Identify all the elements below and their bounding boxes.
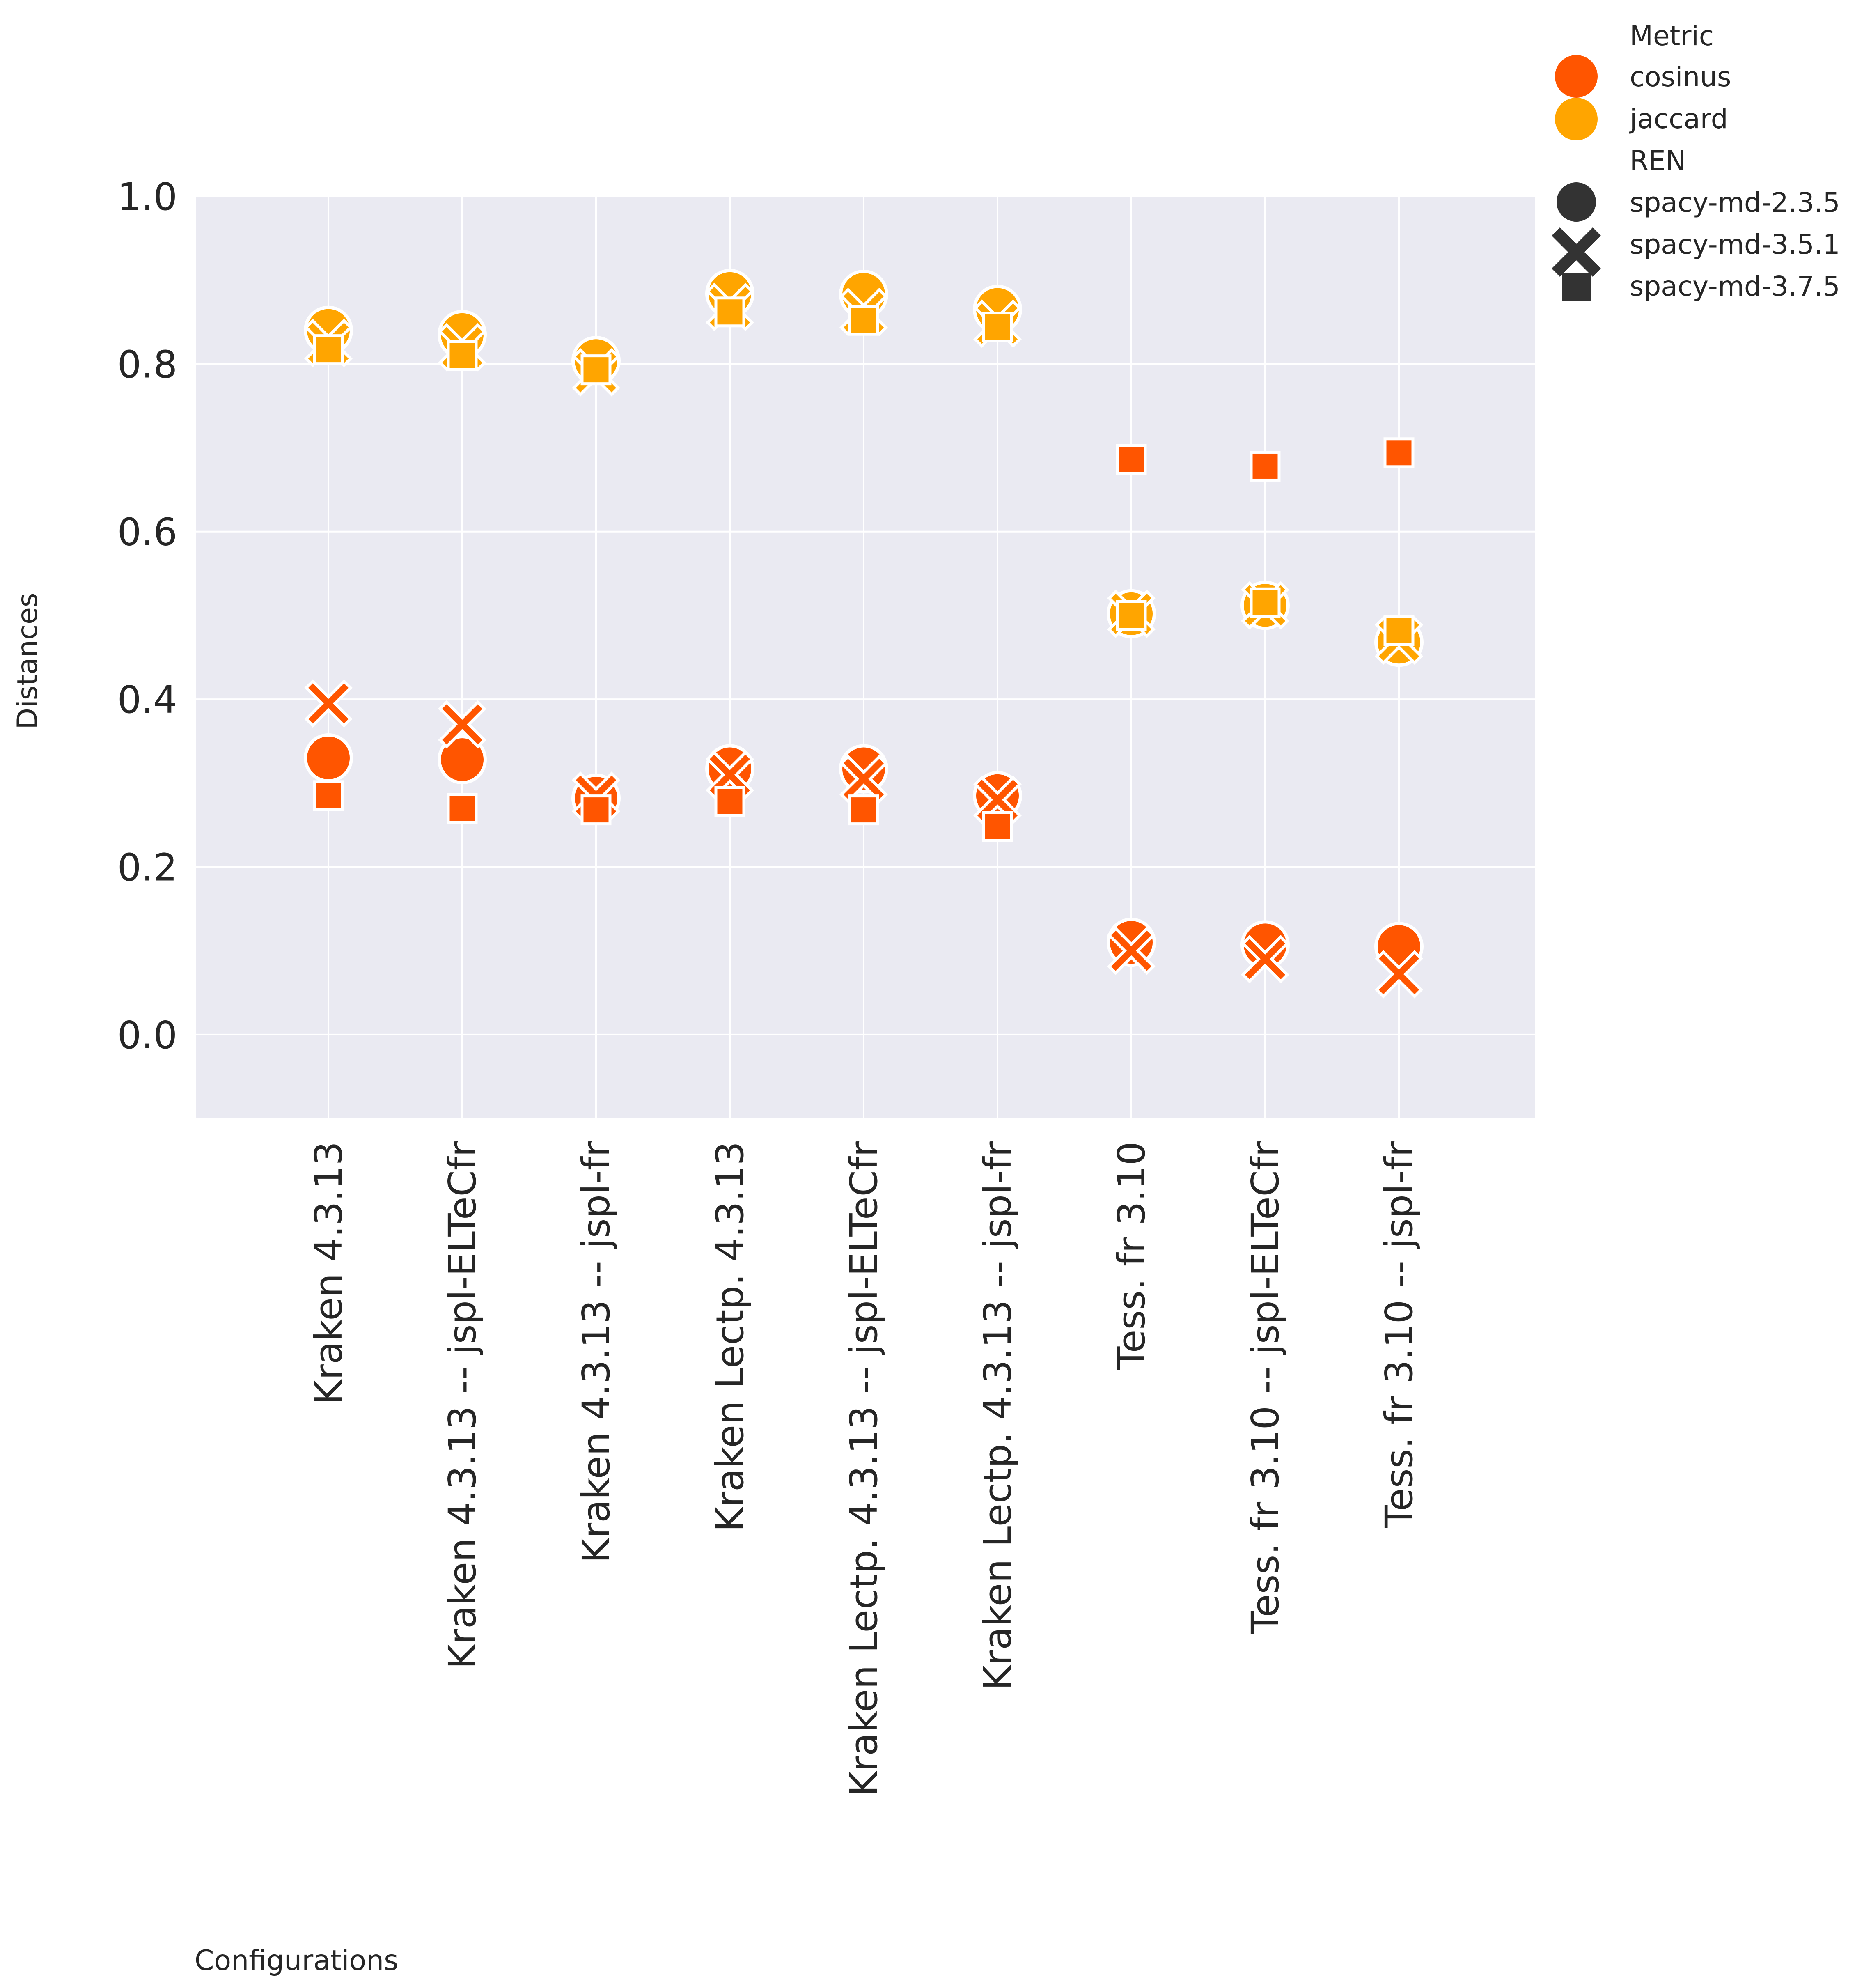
point-cosinus-x: [706, 750, 754, 799]
point-jaccard-square: [848, 305, 879, 336]
point-jaccard-square: [580, 354, 612, 386]
point-jaccard-square: [714, 296, 745, 328]
x-tick-label: Tess. fr 3.10 -- jspl-ELTeCfr: [1243, 1141, 1287, 1634]
legend-title-metric: Metric: [1630, 20, 1714, 52]
legend-label-jaccard: jaccard: [1629, 103, 1728, 135]
legend-marker-spacy-md-3-7-5: [1562, 273, 1591, 301]
legend: Metric cosinus jaccard REN spacy-md-2.3.…: [1552, 20, 1840, 302]
legend-label-cosinus: cosinus: [1630, 61, 1731, 93]
y-tick-label: 0.4: [117, 678, 177, 722]
point-cosinus-x: [1107, 926, 1156, 975]
point-cosinus-x: [1375, 950, 1423, 999]
x-tick-label: Kraken Lectp. 4.3.13 -- jspl-ELTeCfr: [842, 1141, 886, 1796]
point-cosinus-square: [580, 794, 612, 826]
legend-marker-spacy-md-2-3-5: [1557, 182, 1596, 222]
legend-marker-spacy-md-3-5-1: [1552, 227, 1601, 277]
x-tick-label: Kraken 4.3.13: [307, 1141, 351, 1405]
legend-label-spacy-md-3-7-5: spacy-md-3.7.5: [1630, 271, 1840, 302]
point-jaccard-square: [1383, 615, 1415, 646]
x-axis-label: Configurations: [195, 1944, 399, 1977]
point-cosinus-square: [848, 794, 879, 826]
point-cosinus-circle: [304, 733, 353, 783]
point-cosinus-circle: [1240, 920, 1290, 970]
y-ticks: 0.0 0.2 0.4 0.6 0.8 1.0: [117, 175, 177, 1057]
x-tick-label: Kraken 4.3.13 -- jspl-ELTeCfr: [440, 1141, 484, 1669]
point-cosinus-x: [973, 776, 1022, 824]
point-jaccard-square: [982, 312, 1013, 343]
y-tick-label: 0.8: [117, 342, 177, 386]
y-tick-label: 0.6: [117, 510, 177, 554]
point-cosinus-circle: [839, 744, 888, 794]
x-tick-label: Kraken 4.3.13 -- jspl-fr: [574, 1141, 618, 1563]
point-cosinus-square: [447, 793, 478, 824]
markers: [304, 269, 1424, 999]
y-tick-label: 0.0: [117, 1013, 177, 1057]
x-tick-label: Kraken Lectp. 4.3.13 -- jspl-fr: [976, 1141, 1020, 1690]
point-cosinus-x: [1241, 935, 1289, 984]
y-tick-label: 0.2: [117, 845, 177, 889]
point-jaccard-square: [1116, 600, 1147, 631]
point-cosinus-square: [313, 780, 344, 811]
y-axis-label: Distances: [11, 593, 44, 730]
point-jaccard-square: [447, 340, 478, 371]
legend-title-ren: REN: [1630, 145, 1686, 177]
x-tick-label: Kraken Lectp. 4.3.13: [708, 1141, 752, 1532]
legend-label-spacy-md-2-3-5: spacy-md-2.3.5: [1630, 187, 1840, 218]
point-cosinus-square: [1383, 437, 1415, 468]
plot-background: [196, 196, 1535, 1118]
point-cosinus-square: [1116, 444, 1147, 475]
point-jaccard-square: [1250, 587, 1281, 618]
x-ticks: Kraken 4.3.13 Kraken 4.3.13 -- jspl-ELTeC…: [307, 1141, 1421, 1796]
point-cosinus-x: [438, 700, 486, 749]
point-cosinus-x: [839, 755, 888, 803]
point-cosinus-x: [304, 679, 353, 728]
point-cosinus-square: [714, 786, 745, 817]
x-tick-label: Tess. fr 3.10 -- jspl-fr: [1377, 1141, 1421, 1529]
legend-marker-jaccard: [1555, 98, 1598, 140]
y-tick-label: 1.0: [117, 175, 177, 219]
x-tick-label: Tess. fr 3.10: [1110, 1141, 1153, 1370]
legend-marker-cosinus: [1555, 55, 1598, 98]
point-cosinus-circle: [438, 735, 487, 785]
point-cosinus-square: [1250, 450, 1281, 482]
point-cosinus-square: [982, 811, 1013, 842]
point-jaccard-square: [313, 334, 344, 365]
legend-label-spacy-md-3-5-1: spacy-md-3.5.1: [1630, 229, 1840, 260]
